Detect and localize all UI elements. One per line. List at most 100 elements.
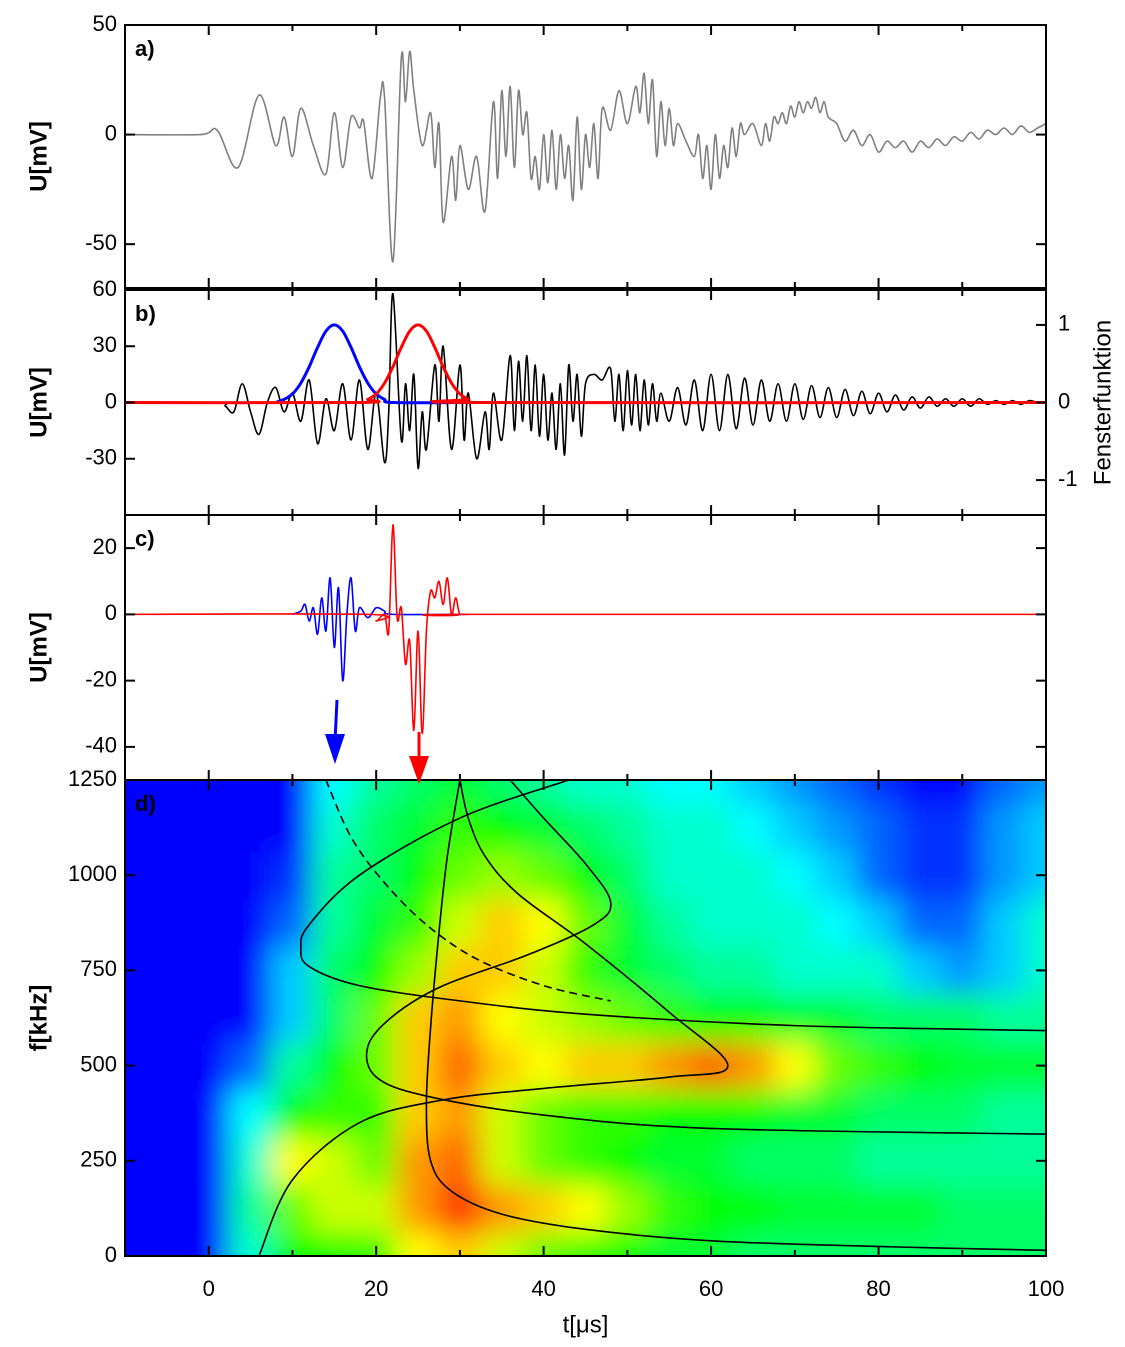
heatmap-cell xyxy=(229,803,273,852)
heatmap-cell xyxy=(815,850,859,900)
heatmap-cell xyxy=(731,850,775,900)
heatmap-cell xyxy=(815,946,859,995)
y-tick-label: 60 xyxy=(93,276,117,301)
y-tick-label: -40 xyxy=(85,733,117,758)
heatmap-cell xyxy=(647,993,691,1043)
data-line xyxy=(365,780,1046,1135)
heatmap-cell xyxy=(647,803,691,852)
heatmap-cell xyxy=(857,1184,900,1233)
heatmap-cell xyxy=(731,803,775,852)
heatmap-cell xyxy=(145,780,189,805)
heatmap-cell xyxy=(145,946,189,995)
heatmap-cell xyxy=(773,803,817,852)
y-tick-label: -20 xyxy=(85,666,117,691)
heatmap-cell xyxy=(940,1088,984,1138)
heatmap-cell xyxy=(354,1041,398,1090)
heatmap-cell xyxy=(396,1088,440,1138)
heatmap-cell xyxy=(396,780,440,805)
heatmap-cell xyxy=(689,898,733,948)
heatmap-cell xyxy=(522,803,566,852)
heatmap-cell xyxy=(1024,1088,1046,1138)
heatmap-cell xyxy=(773,993,817,1043)
heatmap-cell xyxy=(815,1088,859,1138)
heatmap-cell xyxy=(271,898,314,948)
x-axis-title: t[μs] xyxy=(563,1311,609,1338)
heatmap-cell xyxy=(480,993,524,1043)
heatmap-cell xyxy=(773,898,817,948)
y-tick-label: 500 xyxy=(80,1051,117,1076)
heatmap-cell xyxy=(271,780,314,805)
data-line xyxy=(125,524,1046,735)
heatmap-cell xyxy=(438,946,482,995)
heatmap-cell xyxy=(229,993,273,1043)
heatmap-cell xyxy=(731,898,775,948)
heatmap-cell xyxy=(396,803,440,852)
heatmap-cell xyxy=(145,1136,189,1186)
heatmap-cell xyxy=(271,803,314,852)
panel: -30 0 30 60 -1 0 1 b) U[mV] Fensterfunktion xyxy=(25,276,1116,516)
panel-label: d) xyxy=(135,791,156,816)
plot-area xyxy=(125,524,1046,735)
heatmap-cell xyxy=(982,1136,1026,1186)
y-tick-label: 0 xyxy=(105,600,117,625)
heatmap-cell xyxy=(187,1136,231,1186)
heatmap-cell xyxy=(229,850,273,900)
heatmap-cell xyxy=(564,898,607,948)
heatmap-cell xyxy=(187,898,231,948)
y-tick-label: 20 xyxy=(93,534,117,559)
data-line xyxy=(425,780,1046,1252)
heatmap-cell xyxy=(815,1041,859,1090)
heatmap-cell xyxy=(564,993,607,1043)
heatmap-cell xyxy=(647,1184,691,1233)
heatmap-cell xyxy=(187,1184,231,1233)
heatmap-cell xyxy=(647,1088,691,1138)
y2-tick-label: 1 xyxy=(1058,311,1070,336)
heatmap-cell xyxy=(1024,946,1046,995)
heatmap-cell xyxy=(522,1041,566,1090)
data-line xyxy=(275,323,469,405)
heatmap-cell xyxy=(773,850,817,900)
heatmap-cell xyxy=(229,780,273,805)
heatmap-cell xyxy=(312,850,356,900)
x-tick-label: 100 xyxy=(1028,1276,1065,1301)
panel: -40 -20 0 20 c) U[mV] xyxy=(25,514,1047,781)
heatmap-cell xyxy=(312,898,356,948)
heatmap-cell xyxy=(480,1184,524,1233)
heatmap-cell xyxy=(396,1184,440,1233)
heatmap-cell xyxy=(522,1136,566,1186)
heatmap-cell xyxy=(815,898,859,948)
heatmap-cell xyxy=(271,1088,314,1138)
heatmap-cell xyxy=(982,1184,1026,1233)
heatmap-cell xyxy=(689,850,733,900)
heatmap-cell xyxy=(564,780,607,805)
heatmap-cell xyxy=(940,850,984,900)
plot-area xyxy=(125,292,1046,469)
y-axis-title: U[mV] xyxy=(25,121,52,192)
heatmap-cell xyxy=(229,1041,273,1090)
heatmap-cell xyxy=(982,993,1026,1043)
panel: -50 0 50 a) U[mV] xyxy=(25,11,1047,289)
heatmap-cell xyxy=(898,898,942,948)
heatmap-cell xyxy=(982,1041,1026,1090)
x-tick-label: 20 xyxy=(364,1276,388,1301)
panel: 0 250 500 750 1000 1250 0 20 40 60 80 100 d) f[kHz] t[… xyxy=(25,766,1065,1339)
heatmap-cell xyxy=(396,850,440,900)
heatmap-cell xyxy=(605,780,649,805)
heatmap-cell xyxy=(564,1136,607,1186)
heatmap-cell xyxy=(312,803,356,852)
y-tick-label: 30 xyxy=(93,332,117,357)
heatmap-cell xyxy=(312,780,356,805)
y-axis-title: f[kHz] xyxy=(25,985,52,1052)
y-tick-label: -30 xyxy=(85,445,117,470)
plot-area xyxy=(125,50,1046,263)
heatmap-cell xyxy=(605,803,649,852)
x-tick-label: 0 xyxy=(203,1276,215,1301)
heatmap-cell xyxy=(438,1136,482,1186)
heatmap-cell xyxy=(1024,1136,1046,1186)
heatmap-cell xyxy=(145,1088,189,1138)
heatmap-cell xyxy=(480,1088,524,1138)
heatmap-cell xyxy=(815,1184,859,1233)
heatmap-cell xyxy=(564,946,607,995)
heatmap-cell xyxy=(731,993,775,1043)
heatmap-cell xyxy=(271,1041,314,1090)
